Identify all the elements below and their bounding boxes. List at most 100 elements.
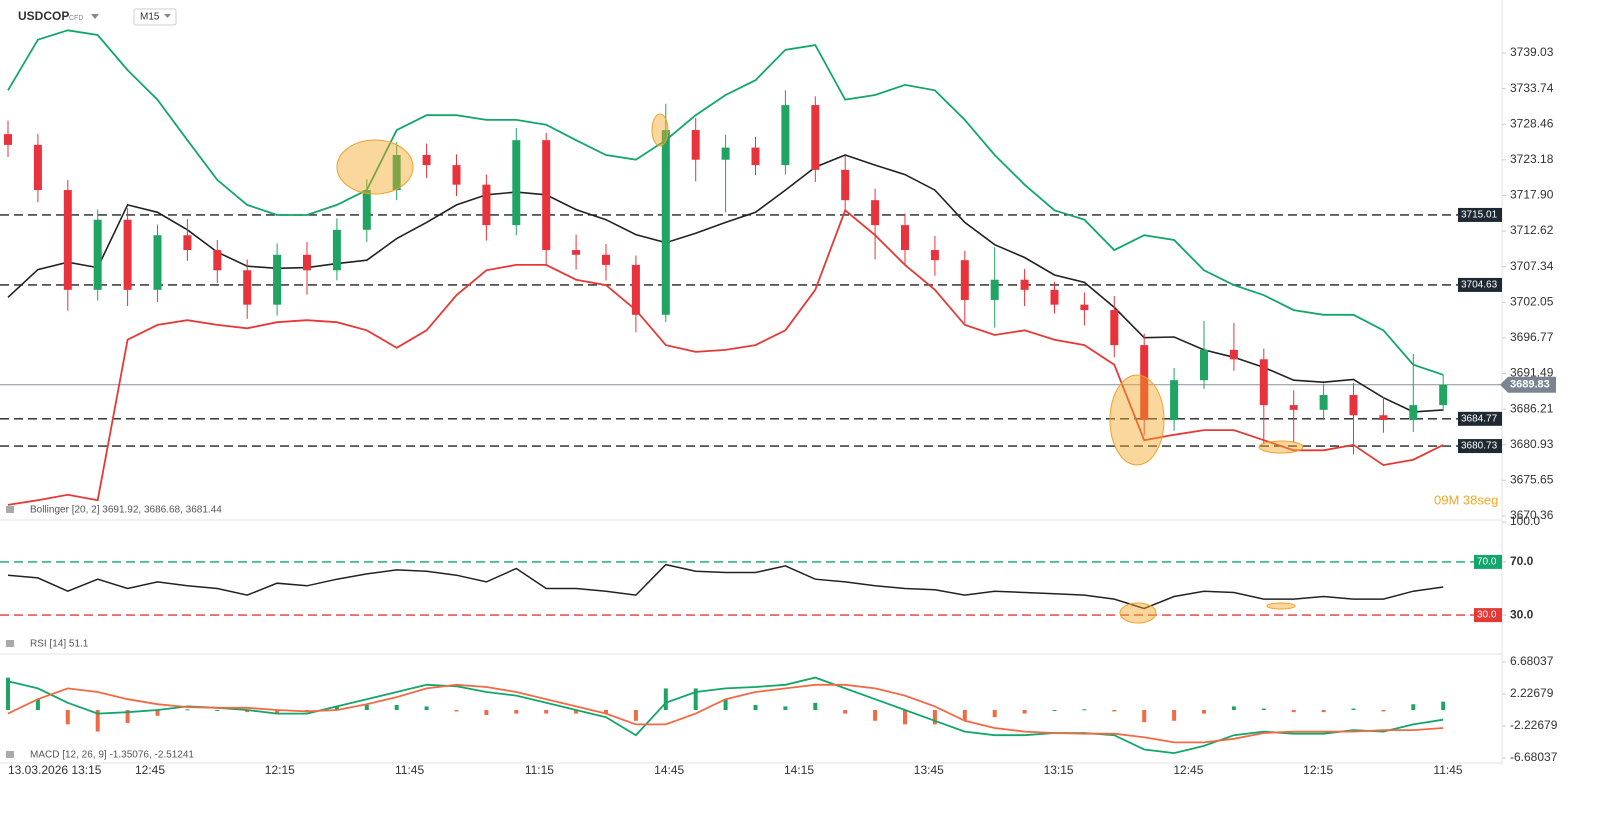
candle-body bbox=[1409, 405, 1418, 420]
histogram-bar bbox=[813, 702, 818, 710]
timeframe[interactable]: M15 bbox=[140, 12, 160, 23]
highlight bbox=[1266, 602, 1296, 610]
candle-body bbox=[512, 140, 521, 226]
candle-body bbox=[1439, 384, 1448, 406]
histogram-bar bbox=[185, 709, 190, 711]
symbol-badge: CFD bbox=[69, 15, 83, 22]
histogram-bar bbox=[424, 706, 429, 710]
level-badge bbox=[1474, 554, 1502, 569]
histogram-bar bbox=[1231, 706, 1236, 710]
candle-body bbox=[751, 147, 760, 166]
candle-body bbox=[93, 219, 102, 290]
x-tick-label: 12:45 bbox=[135, 763, 165, 777]
timeframe-box[interactable] bbox=[133, 8, 177, 26]
y-tick-label: 3707.34 bbox=[1510, 259, 1554, 273]
candle-body bbox=[811, 105, 820, 170]
histogram-bar bbox=[155, 710, 160, 716]
level-badge bbox=[1458, 439, 1502, 454]
candle-body bbox=[602, 254, 610, 265]
y-tick-label: 30.0 bbox=[1510, 607, 1534, 621]
candle-body bbox=[1379, 415, 1388, 420]
histogram-bar bbox=[903, 710, 907, 725]
candle-body bbox=[781, 105, 790, 166]
x-tick-label: 14:45 bbox=[654, 763, 684, 777]
candle-body bbox=[572, 250, 581, 255]
y-tick-label: 3733.74 bbox=[1510, 81, 1554, 95]
x-tick-label: 12:15 bbox=[1303, 763, 1333, 777]
icon[interactable] bbox=[6, 640, 14, 647]
histogram-bar bbox=[1381, 710, 1386, 712]
candle-body bbox=[452, 165, 461, 185]
y-tick-label: 3739.03 bbox=[1510, 45, 1554, 59]
candle-body bbox=[1140, 345, 1149, 420]
histogram-bar bbox=[334, 706, 339, 710]
symbol[interactable]: USDCOP bbox=[18, 9, 69, 23]
highlight bbox=[651, 113, 669, 147]
candle-body bbox=[213, 250, 222, 271]
y-tick-label: 100.0 bbox=[1510, 514, 1540, 528]
highlight bbox=[336, 139, 414, 195]
candle-body bbox=[542, 140, 551, 251]
y-tick-label: 3691.49 bbox=[1510, 366, 1554, 380]
candle-body bbox=[1289, 405, 1298, 410]
candle-body bbox=[631, 264, 640, 315]
histogram-bar bbox=[1261, 708, 1266, 710]
histogram-bar bbox=[1321, 710, 1326, 713]
candle-body bbox=[392, 155, 401, 191]
level-label: 3680.73 bbox=[1461, 441, 1498, 452]
histogram-bar bbox=[663, 688, 668, 710]
y-tick-label: 70.0 bbox=[1510, 554, 1534, 568]
histogram-bar bbox=[125, 710, 130, 723]
current-price-badge bbox=[1500, 376, 1556, 393]
candle-body bbox=[1349, 395, 1358, 416]
y-tick-label: 3675.65 bbox=[1510, 472, 1554, 486]
candle-body bbox=[273, 254, 282, 305]
histogram-bar bbox=[753, 704, 758, 710]
candle-body bbox=[1020, 279, 1029, 290]
legend: RSI [14] 51.1 bbox=[30, 639, 89, 650]
highlight bbox=[1258, 440, 1304, 454]
legend-icons bbox=[6, 506, 14, 758]
histogram-bar bbox=[992, 710, 997, 718]
level-label: 70.0 bbox=[1477, 557, 1497, 568]
y-tick-label: 2.22679 bbox=[1510, 686, 1554, 700]
level-badge bbox=[1474, 608, 1502, 623]
level-label: 3715.01 bbox=[1461, 210, 1498, 221]
candle-body bbox=[990, 279, 999, 300]
legend: MACD [12, 26, 9] -1.35076, -2.51241 bbox=[30, 750, 194, 761]
histogram-bar bbox=[1142, 710, 1147, 723]
histogram-bar bbox=[633, 710, 638, 721]
candle-body bbox=[1319, 395, 1328, 410]
candle-body bbox=[1229, 349, 1238, 360]
dropdown-arrow[interactable] bbox=[164, 14, 171, 18]
candle-body bbox=[63, 190, 72, 290]
indicator-line bbox=[7, 683, 1444, 744]
y-tick-label: -2.22679 bbox=[1510, 718, 1558, 732]
icon[interactable] bbox=[6, 506, 14, 513]
histogram-bar bbox=[1291, 710, 1296, 713]
histogram-bar bbox=[484, 710, 489, 716]
histogram-bar bbox=[454, 710, 459, 712]
histogram-bar bbox=[544, 710, 549, 714]
indicator-line bbox=[7, 208, 1444, 506]
candle-body bbox=[1110, 310, 1119, 346]
dropdown-arrow[interactable] bbox=[91, 14, 99, 19]
level-label: 30.0 bbox=[1477, 610, 1497, 621]
countdown: 09M 38seg bbox=[1434, 492, 1498, 507]
icon[interactable] bbox=[6, 751, 14, 758]
histogram-bar bbox=[873, 710, 878, 721]
histogram-bar bbox=[1112, 710, 1117, 712]
y-tick-label: 3696.77 bbox=[1510, 330, 1554, 344]
level-badge bbox=[1458, 207, 1502, 222]
histogram-bar bbox=[1172, 710, 1177, 721]
y-tick-label: 3702.05 bbox=[1510, 294, 1554, 308]
highlight bbox=[1109, 374, 1165, 466]
histogram-bar bbox=[693, 688, 698, 710]
histogram-bar bbox=[1082, 709, 1087, 711]
histogram-bar bbox=[95, 710, 100, 732]
candle-body bbox=[153, 235, 162, 290]
candle-body bbox=[871, 200, 880, 226]
y-tick-label: 3712.62 bbox=[1510, 223, 1554, 237]
indicator-line bbox=[7, 676, 1444, 755]
